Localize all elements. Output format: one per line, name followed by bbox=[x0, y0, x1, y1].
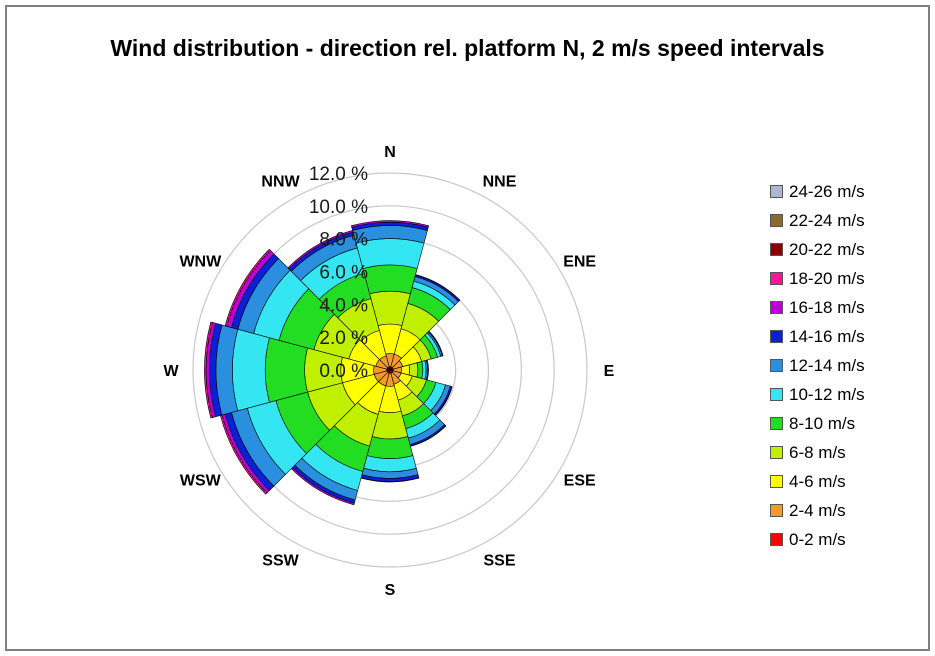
legend-swatch bbox=[770, 272, 783, 285]
radial-tick-label: 12.0 % bbox=[309, 164, 368, 185]
legend-swatch bbox=[770, 475, 783, 488]
bar-segment bbox=[224, 248, 271, 327]
direction-labels: N NNE ENE E ESE SSE S SSW WSW W WNW NNW bbox=[163, 144, 614, 599]
bar-segment bbox=[415, 274, 461, 301]
radial-tick-label: 6.0 % bbox=[319, 263, 368, 284]
legend-swatch bbox=[770, 214, 783, 227]
direction-label: E bbox=[604, 363, 615, 380]
direction-label: NNE bbox=[483, 173, 517, 190]
direction-label: SSE bbox=[483, 553, 515, 570]
legend-label: 4-6 m/s bbox=[789, 471, 846, 491]
legend-item: 4-6 m/s bbox=[770, 467, 865, 496]
legend-label: 24-26 m/s bbox=[789, 181, 865, 201]
legend-swatch bbox=[770, 417, 783, 430]
chart-title-text: Wind distribution - direction rel. platf… bbox=[110, 35, 825, 61]
legend-item: 14-16 m/s bbox=[770, 322, 865, 351]
legend: 24-26 m/s 22-24 m/s 20-22 m/s 18-20 m/s 16-1… bbox=[770, 177, 865, 554]
direction-label: WSW bbox=[180, 473, 222, 490]
legend-item: 18-20 m/s bbox=[770, 264, 865, 293]
legend-item: 12-14 m/s bbox=[770, 351, 865, 380]
bar-segment bbox=[287, 230, 354, 270]
legend-label: 20-22 m/s bbox=[789, 239, 865, 259]
chart-title: Wind distribution - direction rel. platf… bbox=[0, 30, 935, 66]
direction-label: N bbox=[384, 144, 396, 161]
legend-label: 12-14 m/s bbox=[789, 355, 865, 375]
direction-label: ENE bbox=[563, 254, 596, 271]
legend-swatch bbox=[770, 243, 783, 256]
legend-item: 8-10 m/s bbox=[770, 409, 865, 438]
legend-swatch bbox=[770, 388, 783, 401]
radial-tick-label: 8.0 % bbox=[319, 230, 368, 251]
legend-label: 8-10 m/s bbox=[789, 413, 856, 433]
direction-label: ESE bbox=[564, 473, 596, 490]
bar-segment bbox=[416, 361, 424, 379]
direction-label: NNW bbox=[261, 173, 300, 190]
legend-item: 6-8 m/s bbox=[770, 438, 865, 467]
legend-swatch bbox=[770, 533, 783, 546]
legend-item: 0-2 m/s bbox=[770, 525, 865, 554]
bar-segment bbox=[427, 330, 444, 357]
radial-tick-labels: 0.0 % 2.0 % 4.0 % 6.0 % 8.0 % 10.0 % 12.0 % bbox=[309, 164, 368, 382]
radial-tick-label: 10.0 % bbox=[309, 197, 368, 218]
legend-item: 24-26 m/s bbox=[770, 177, 865, 206]
legend-swatch bbox=[770, 359, 783, 372]
bar-segment bbox=[264, 337, 308, 403]
grid-ring bbox=[192, 172, 588, 568]
legend-label: 2-4 m/s bbox=[789, 500, 846, 520]
bar-segment bbox=[408, 362, 419, 378]
bar-segment bbox=[232, 328, 270, 412]
legend-swatch bbox=[770, 504, 783, 517]
radial-tick-label: 0.0 % bbox=[319, 361, 368, 382]
radial-tick-label: 4.0 % bbox=[319, 295, 368, 316]
legend-item: 16-18 m/s bbox=[770, 293, 865, 322]
legend-item: 2-4 m/s bbox=[770, 496, 865, 525]
legend-swatch bbox=[770, 185, 783, 198]
legend-label: 0-2 m/s bbox=[789, 529, 846, 549]
legend-label: 16-18 m/s bbox=[789, 297, 865, 317]
direction-label: WNW bbox=[179, 254, 222, 271]
direction-label: S bbox=[385, 582, 396, 599]
radial-tick-label: 2.0 % bbox=[319, 328, 368, 349]
legend-label: 6-8 m/s bbox=[789, 442, 846, 462]
legend-item: 10-12 m/s bbox=[770, 380, 865, 409]
legend-label: 18-20 m/s bbox=[789, 268, 865, 288]
direction-label: W bbox=[163, 363, 179, 380]
legend-swatch bbox=[770, 301, 783, 314]
legend-item: 22-24 m/s bbox=[770, 206, 865, 235]
bar-segment bbox=[350, 220, 430, 228]
legend-label: 14-16 m/s bbox=[789, 326, 865, 346]
bar-segment bbox=[362, 264, 418, 295]
legend-label: 10-12 m/s bbox=[789, 384, 865, 404]
legend-swatch bbox=[770, 330, 783, 343]
direction-label: SSW bbox=[262, 553, 299, 570]
legend-item: 20-22 m/s bbox=[770, 235, 865, 264]
bar-segment bbox=[204, 321, 213, 419]
legend-swatch bbox=[770, 446, 783, 459]
legend-label: 22-24 m/s bbox=[789, 210, 865, 230]
bar-segment bbox=[366, 436, 414, 459]
wind-rose-bars bbox=[204, 220, 461, 506]
